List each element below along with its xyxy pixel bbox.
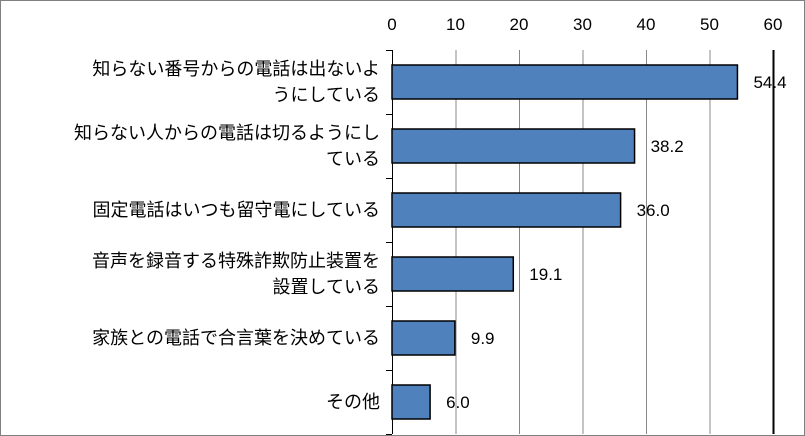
data-label: 54.4 <box>753 73 786 92</box>
category-label: 家族との電話で合言葉を決めている <box>92 328 380 349</box>
category-label: 音声を録音する特殊詐欺防止装置を <box>92 251 380 272</box>
bar <box>391 64 739 100</box>
category-label: ている <box>326 149 380 170</box>
x-tick-label: 10 <box>446 15 465 34</box>
x-tick-label: 50 <box>700 15 719 34</box>
category-label: 知らない番号からの電話は出ないよ <box>92 59 380 80</box>
x-tick-label: 40 <box>637 15 656 34</box>
x-tick-label: 20 <box>510 15 529 34</box>
category-label: 固定電話はいつも留守電にしている <box>93 200 380 221</box>
bar <box>391 256 515 292</box>
data-label: 38.2 <box>651 137 684 156</box>
data-label: 9.9 <box>471 329 495 348</box>
data-label: 19.1 <box>529 265 562 284</box>
data-label: 36.0 <box>637 201 670 220</box>
x-tick-label: 0 <box>387 15 396 34</box>
category-label: 知らない人からの電話は切るようにし <box>74 123 380 144</box>
bar <box>391 192 622 228</box>
bar <box>391 384 431 420</box>
x-tick-label: 60 <box>764 15 783 34</box>
category-label: うにしている <box>273 85 380 106</box>
bar <box>391 320 456 356</box>
category-label: その他 <box>326 392 380 413</box>
x-tick-label: 30 <box>573 15 592 34</box>
bar <box>391 128 636 164</box>
data-label: 6.0 <box>446 393 470 412</box>
category-label: 設置している <box>273 277 380 298</box>
